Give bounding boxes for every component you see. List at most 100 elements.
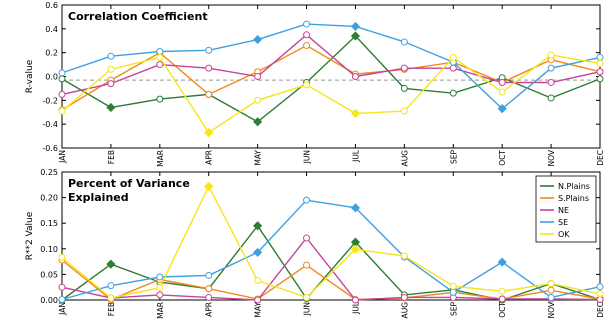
y-tick-label: 0.0: [45, 73, 58, 82]
x-tick-label: AUG: [400, 150, 409, 167]
data-point: [58, 283, 66, 291]
data-point: [107, 65, 115, 73]
y-tick-label: -0.6: [42, 144, 58, 153]
x-tick-label: JAN: [58, 150, 67, 164]
y-tick-label: 0.25: [40, 168, 58, 177]
y-tick-label: 0.20: [40, 194, 58, 203]
data-point: [107, 282, 115, 290]
y-tick-label: 0.15: [40, 219, 58, 228]
data-point: [449, 89, 457, 97]
data-point: [400, 293, 408, 301]
data-point: [596, 75, 604, 83]
data-point: [58, 75, 66, 83]
data-point: [303, 196, 311, 204]
legend-label: SE: [558, 218, 568, 227]
series-ok: [58, 181, 604, 302]
data-point: [254, 96, 262, 104]
plot-area-frame: [61, 171, 601, 301]
data-point: [596, 290, 604, 298]
data-point: [547, 286, 555, 294]
data-point: [351, 73, 359, 80]
data-point: [156, 47, 164, 55]
series-se: [58, 196, 604, 303]
x-tick-label: MAR: [156, 302, 165, 319]
data-point: [547, 280, 555, 288]
x-tick-label: AUG: [400, 302, 409, 319]
series-line: [61, 184, 601, 299]
data-point: [107, 80, 115, 88]
data-point: [303, 293, 311, 301]
chart-title-line: Percent of Variance: [68, 177, 190, 190]
x-tick-label: JUL: [351, 301, 360, 315]
chart-panel-1: 0.6 0.4 0.2 0.0 -0.2 -0.4 -0.6 R-value JAN FEB MAR…: [25, 1, 605, 167]
x-tick-label: NOV: [547, 301, 556, 318]
y-tick-label: -0.4: [42, 120, 58, 129]
data-point: [106, 259, 116, 269]
series-line: [61, 23, 601, 110]
y-tick-label: 0.05: [40, 270, 58, 279]
y-tick-label: 0.6: [45, 1, 58, 10]
data-point: [400, 64, 408, 72]
legend-label: OK: [558, 230, 570, 239]
x-tick-label: OCT: [498, 150, 507, 166]
data-point: [400, 38, 408, 46]
x-tick-label: JUL: [351, 149, 360, 163]
data-point: [107, 294, 115, 302]
x-tick-label: SEP: [449, 302, 458, 316]
data-point: [156, 53, 164, 61]
data-point: [204, 181, 214, 191]
legend-label: N.Plains: [558, 182, 590, 191]
data-point: [253, 117, 263, 127]
data-point: [106, 102, 116, 113]
x-tick-label: MAY: [254, 150, 263, 166]
data-point: [350, 244, 361, 254]
x-tick-label: DEC: [596, 302, 605, 318]
data-point: [449, 64, 457, 72]
x-tick-label: FEB: [107, 302, 116, 316]
data-point: [58, 295, 66, 303]
legend-label: NE: [558, 206, 569, 215]
x-tick-label: JUN: [303, 302, 312, 316]
x-tick-label: OCT: [498, 302, 507, 318]
data-point: [350, 108, 361, 119]
data-point: [205, 90, 213, 98]
chart-title: Correlation Coefficient: [68, 10, 208, 23]
data-point: [156, 291, 164, 299]
series-line: [61, 33, 601, 96]
data-point: [303, 20, 311, 28]
data-point: [449, 53, 457, 61]
data-point: [205, 64, 213, 72]
data-point: [350, 203, 361, 213]
y-tick-label: 0.00: [40, 296, 58, 305]
data-point: [204, 127, 214, 138]
data-point: [58, 107, 66, 115]
data-point: [547, 94, 555, 102]
legend: N.Plains S.Plains NE SE OK: [535, 175, 597, 243]
chart-title-line: Explained: [68, 191, 129, 204]
x-tick-label: DEC: [596, 150, 605, 166]
series-ok: [58, 51, 604, 138]
data-point: [205, 293, 213, 301]
data-point: [400, 252, 408, 260]
data-point: [156, 61, 164, 69]
data-point: [156, 95, 164, 103]
data-point: [254, 277, 262, 285]
data-point: [253, 34, 263, 45]
data-point: [547, 51, 555, 59]
data-point: [156, 273, 164, 281]
series-ne: [58, 31, 604, 98]
legend-label: S.Plains: [558, 194, 589, 203]
data-point: [351, 296, 359, 304]
data-point: [58, 69, 66, 77]
y-tick-label: 0.10: [40, 245, 58, 254]
data-point: [596, 59, 604, 67]
x-tick-label: SEP: [449, 150, 458, 164]
data-point: [254, 296, 262, 304]
x-tick-label: JAN: [58, 302, 67, 316]
data-point: [156, 284, 164, 292]
data-point: [400, 84, 408, 92]
data-point: [303, 261, 311, 269]
plot-area-frame: [61, 4, 601, 149]
data-point: [350, 21, 361, 32]
data-point: [303, 234, 311, 242]
